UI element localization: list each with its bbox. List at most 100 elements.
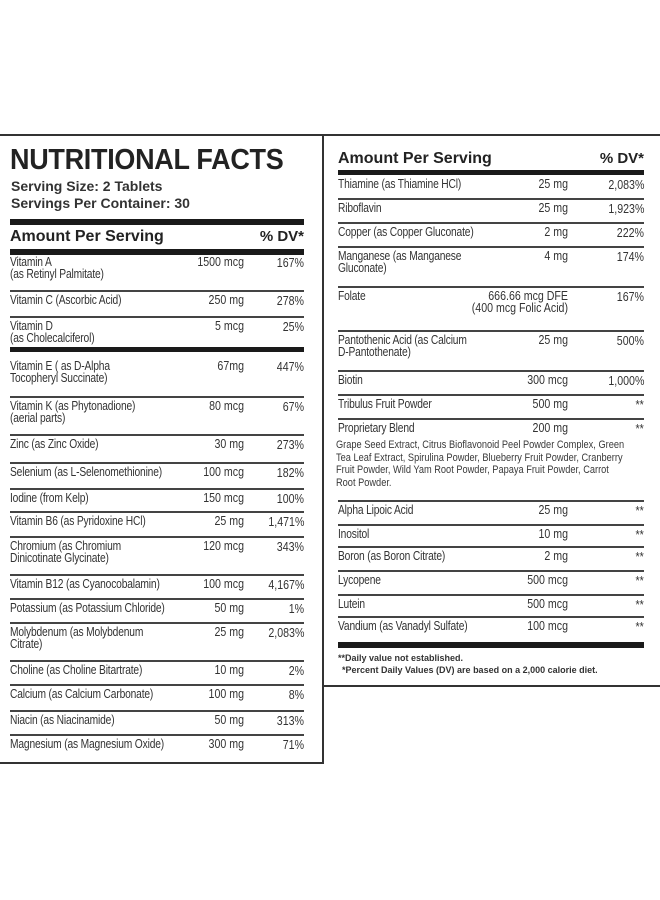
- nutrient-dv: **: [635, 550, 644, 564]
- nutrient-row: Magnesium (as Magnesium Oxide) 300 mg 71%: [10, 736, 304, 762]
- nutrient-amount: 5 mcg: [215, 319, 244, 333]
- nutrient-row: Lycopene 500 mcg **: [338, 572, 644, 596]
- nutrient-row: Vitamin A (as Retinyl Palmitate) 1500 mcg…: [10, 254, 304, 292]
- nutrient-amount: 30 mg: [214, 437, 244, 451]
- serving-size: Serving Size: 2 Tablets: [11, 178, 163, 194]
- nutrient-row: Zinc (as Zinc Oxide) 30 mg 273%: [10, 436, 304, 464]
- nutrient-row: Folate 666.66 mcg DFE (400 mcg Folic Acid…: [338, 288, 644, 332]
- nutrient-name: Tribulus Fruit Powder: [338, 397, 432, 411]
- nutrient-row: Calcium (as Calcium Carbonate) 100 mg 8%: [10, 686, 304, 712]
- nutrient-amount: 100 mcg: [527, 619, 568, 633]
- nutrient-amount: 80 mcg: [209, 399, 244, 413]
- nutrient-row: Pantothenic Acid (as Calcium D-Pantothen…: [338, 332, 644, 372]
- nutrient-amount: 200 mg: [532, 421, 568, 435]
- nutrient-row: Vitamin C (Ascorbic Acid) 250 mg 278%: [10, 292, 304, 318]
- nutrient-amount: 4 mg: [544, 249, 568, 263]
- nutrient-dv: 100%: [276, 492, 304, 506]
- nutrient-dv: 25%: [282, 320, 304, 334]
- nutrient-name: Niacin (as Niacinamide): [10, 713, 115, 727]
- nutrient-dv: 1,923%: [607, 202, 644, 216]
- nutrient-row: Potassium (as Potassium Chloride) 50 mg 1%: [10, 600, 304, 624]
- nutrient-dv: 4,167%: [267, 578, 304, 592]
- nutrient-name: Proprietary Blend: [338, 421, 415, 435]
- nutrient-amount: 250 mg: [208, 293, 244, 307]
- nutrient-row: Manganese (as Manganese Gluconate) 4 mg 17…: [338, 248, 644, 288]
- nutrient-name: Selenium (as L-Selenomethionine): [10, 465, 163, 479]
- nutrient-row: Biotin 300 mcg 1,000%: [338, 372, 644, 396]
- nutrient-row: Selenium (as L-Selenomethionine) 100 mcg 1…: [10, 464, 304, 490]
- nutrient-dv: 1,471%: [267, 515, 304, 529]
- nutrient-row: Proprietary Blend 200 mg **: [338, 420, 644, 502]
- nutrient-dv: 174%: [616, 250, 644, 264]
- nutrient-name: Zinc (as Zinc Oxide): [10, 437, 99, 451]
- nutrient-name: Vitamin B12 (as Cyanocobalamin): [10, 577, 160, 591]
- column-header: Amount Per Serving % DV*: [10, 228, 304, 246]
- nutrient-amount: 50 mg: [214, 713, 244, 727]
- nutrient-amount: 10 mg: [538, 527, 568, 541]
- nutrient-row: Copper (as Copper Gluconate) 2 mg 222%: [338, 224, 644, 248]
- nutrient-row: Vitamin B6 (as Pyridoxine HCl) 25 mg 1,471…: [10, 513, 304, 538]
- nutrient-dv: 278%: [276, 294, 304, 308]
- nutrient-amount: 500 mg: [532, 397, 568, 411]
- nutrient-row: Inositol 10 mg **: [338, 526, 644, 548]
- nutrient-row: Thiamine (as Thiamine HCl) 25 mg 2,083%: [338, 176, 644, 200]
- dv-label: % DV*: [259, 228, 304, 245]
- nutrient-name: Lycopene: [338, 573, 381, 587]
- nutrient-name: Manganese (as Manganese Gluconate): [338, 249, 462, 275]
- nutrient-name: Vitamin C (Ascorbic Acid): [10, 293, 122, 307]
- nutrient-name: Molybdenum (as Molybdenum Citrate): [10, 625, 144, 651]
- nutrient-row: Choline (as Choline Bitartrate) 10 mg 2%: [10, 662, 304, 686]
- nutrient-name: Inositol: [338, 527, 370, 541]
- nutrient-dv: 2,083%: [267, 626, 304, 640]
- nutrient-dv: 447%: [276, 360, 304, 374]
- nutrient-name: Calcium (as Calcium Carbonate): [10, 687, 154, 701]
- nutrient-dv: 167%: [276, 256, 304, 270]
- nutrient-name: Vandium (as Vanadyl Sulfate): [338, 619, 468, 633]
- left-panel: NUTRITIONAL FACTS Serving Size: 2 Tablet…: [0, 134, 324, 764]
- nutrient-amount: 67mg: [217, 359, 244, 373]
- nutrient-name: Iodine (from Kelp): [10, 491, 89, 505]
- nutrient-amount: 1500 mcg: [197, 255, 244, 269]
- nutrient-dv: 273%: [276, 438, 304, 452]
- column-header: Amount Per Serving % DV*: [338, 150, 644, 168]
- nutrient-name: Choline (as Choline Bitartrate): [10, 663, 143, 677]
- nutrient-dv: 1,000%: [607, 374, 644, 388]
- nutrient-amount: 150 mcg: [203, 491, 244, 505]
- nutrient-dv: **: [635, 620, 644, 634]
- nutrient-name: Boron (as Boron Citrate): [338, 549, 446, 563]
- amount-per-serving-label: Amount Per Serving: [10, 228, 164, 245]
- nutrient-row: Vitamin B12 (as Cyanocobalamin) 100 mcg 4,…: [10, 576, 304, 600]
- nutrient-name: Alpha Lipoic Acid: [338, 503, 414, 517]
- nutrient-name: Biotin: [338, 373, 363, 387]
- nutrient-amount: 100 mg: [208, 687, 244, 701]
- nutrient-name: Chromium (as Chromium Dinicotinate Glyci…: [10, 539, 122, 565]
- nutrient-name: Lutein: [338, 597, 365, 611]
- thick-divider: [10, 219, 304, 225]
- nutrient-dv: **: [635, 528, 644, 542]
- thick-divider: [10, 249, 304, 255]
- nutrient-amount: 2 mg: [544, 225, 568, 239]
- nutrient-row: Chromium (as Chromium Dinicotinate Glyci…: [10, 538, 304, 576]
- top-border: [0, 134, 660, 136]
- nutrient-name: Vitamin A (as Retinyl Palmitate): [10, 255, 104, 281]
- nutrient-row: Vitamin D (as Cholecalciferol) 5 mcg 25%: [10, 318, 304, 352]
- right-panel: Amount Per Serving % DV* Thiamine (as Th…: [324, 134, 660, 687]
- thick-divider: [338, 170, 644, 175]
- dv-label: % DV*: [599, 150, 644, 167]
- nutrient-amount: 2 mg: [544, 549, 568, 563]
- nutrient-amount: 25 mg: [214, 625, 244, 639]
- nutrient-name: Vitamin D (as Cholecalciferol): [10, 319, 95, 345]
- nutrient-row: Lutein 500 mcg **: [338, 596, 644, 618]
- nutrient-name: Riboflavin: [338, 201, 382, 215]
- nutrient-name: Vitamin K (as Phytonadione) (aerial part…: [10, 399, 136, 425]
- nutrient-amount: 500 mcg: [527, 573, 568, 587]
- nutrient-dv: **: [635, 398, 644, 412]
- nutrient-name: Vitamin E ( as D-Alpha Tocopheryl Succin…: [10, 359, 110, 385]
- nutrient-row: Tribulus Fruit Powder 500 mg **: [338, 396, 644, 420]
- nutrient-name: Potassium (as Potassium Chloride): [10, 601, 165, 615]
- footnote-percent-dv: *Percent Daily Values (DV) are based on …: [342, 665, 598, 675]
- nutrient-dv: 2,083%: [607, 178, 644, 192]
- nutrient-row: Riboflavin 25 mg 1,923%: [338, 200, 644, 224]
- nutrient-name: Folate: [338, 289, 366, 303]
- nutrient-dv: 343%: [276, 540, 304, 554]
